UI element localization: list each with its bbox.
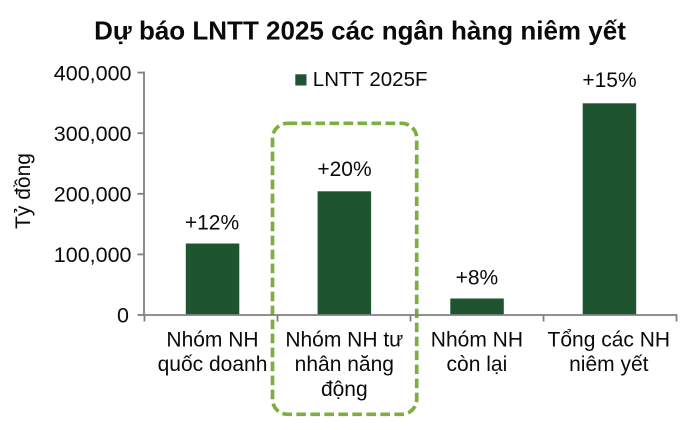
svg-text:Nhóm NH: Nhóm NH (431, 328, 523, 351)
svg-text:+12%: +12% (185, 211, 239, 234)
svg-text:400,000: 400,000 (54, 61, 132, 85)
svg-text:Dự báo LNTT 2025 các ngân hàng: Dự báo LNTT 2025 các ngân hàng niêm yết (94, 15, 626, 45)
svg-text:200,000: 200,000 (54, 183, 132, 207)
svg-text:quốc doanh: quốc doanh (158, 353, 268, 376)
svg-text:300,000: 300,000 (54, 122, 132, 146)
svg-text:100,000: 100,000 (54, 243, 132, 267)
svg-text:động: động (321, 378, 368, 401)
svg-text:Tỷ đồng: Tỷ đồng (12, 153, 35, 229)
svg-text:niêm yết: niêm yết (569, 353, 649, 376)
svg-text:còn lại: còn lại (447, 353, 508, 376)
svg-text:nhân năng: nhân năng (295, 353, 394, 376)
svg-text:Tổng các NH: Tổng các NH (548, 328, 671, 351)
svg-text:0: 0 (117, 304, 129, 328)
svg-text:Nhóm NH: Nhóm NH (166, 328, 258, 351)
svg-text:+8%: +8% (456, 267, 499, 290)
svg-text:Nhóm NH tư: Nhóm NH tư (285, 328, 403, 351)
svg-text:LNTT 2025F: LNTT 2025F (313, 68, 428, 91)
svg-text:+15%: +15% (582, 69, 636, 92)
svg-text:+20%: +20% (317, 158, 371, 181)
